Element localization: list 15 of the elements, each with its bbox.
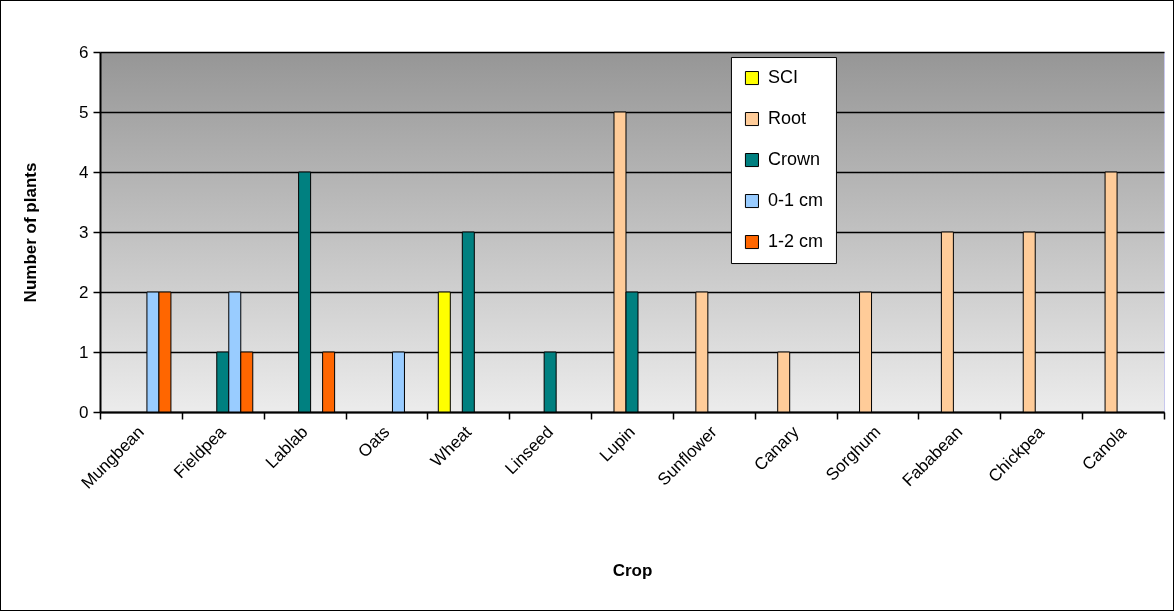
y-tick-label: 3 — [79, 222, 89, 242]
x-tick-label: Oats — [354, 422, 394, 462]
y-axis-title: Number of plants — [20, 162, 40, 303]
legend-label: Crown — [767, 149, 820, 170]
x-axis-title: Crop — [612, 560, 653, 580]
y-tick-label: 5 — [79, 102, 89, 122]
legend-label: SCI — [767, 67, 798, 88]
y-tick-label: 2 — [79, 282, 89, 302]
legend-label: 0-1 cm — [767, 190, 823, 211]
legend-label: Root — [767, 108, 806, 129]
y-tick-label: 1 — [79, 342, 89, 362]
legend-label: 1-2 cm — [767, 231, 823, 252]
y-tick-label: 0 — [79, 402, 89, 422]
y-tick-label: 4 — [79, 162, 89, 182]
y-tick-label: 6 — [79, 42, 89, 62]
